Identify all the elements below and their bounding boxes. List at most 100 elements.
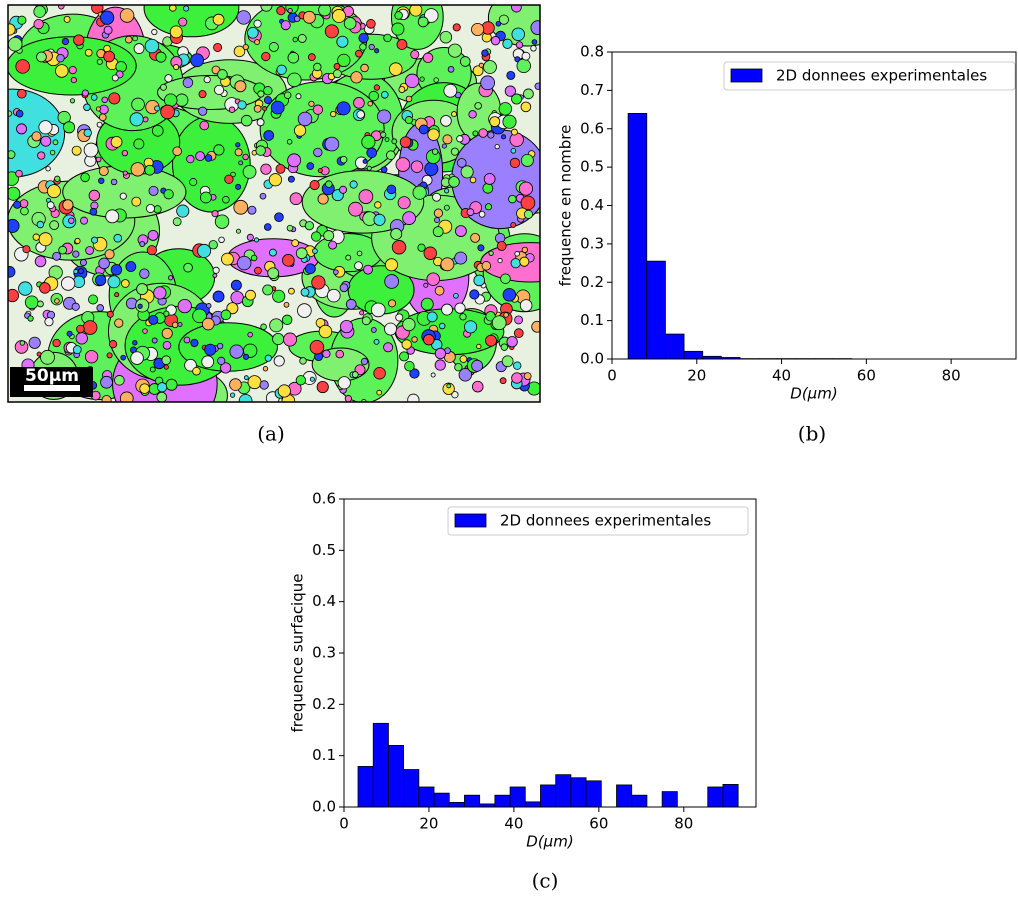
grain	[388, 299, 397, 308]
grain	[494, 143, 500, 150]
grain	[253, 19, 262, 28]
grain	[287, 153, 302, 168]
grain	[482, 182, 494, 194]
grain	[148, 314, 159, 325]
grain	[376, 389, 383, 396]
grain	[446, 383, 452, 389]
grain	[441, 303, 453, 316]
grain	[473, 274, 486, 287]
grain	[510, 258, 521, 269]
grain	[519, 256, 530, 267]
grain	[487, 131, 495, 139]
grain	[142, 328, 148, 334]
grain	[34, 255, 47, 268]
grain	[106, 352, 113, 359]
bar	[555, 774, 572, 808]
grain	[192, 308, 207, 324]
grain	[61, 37, 70, 46]
grain	[327, 288, 341, 303]
grain	[438, 322, 446, 330]
grain	[22, 245, 31, 254]
grain	[72, 345, 82, 355]
grain	[299, 357, 307, 365]
bar	[388, 745, 405, 808]
grain	[433, 208, 444, 218]
grain	[145, 203, 156, 213]
grain	[20, 206, 29, 216]
grain	[389, 62, 403, 76]
grain	[164, 74, 173, 83]
grain	[68, 65, 77, 75]
grain	[100, 375, 113, 389]
grain	[262, 284, 274, 296]
grain	[317, 193, 329, 205]
grain	[410, 49, 420, 60]
grain	[270, 100, 285, 115]
grain	[523, 88, 534, 100]
grain	[418, 124, 429, 135]
grain	[206, 303, 212, 309]
grain	[289, 192, 303, 206]
grain	[36, 51, 47, 63]
grain	[332, 9, 346, 23]
grain	[154, 105, 161, 112]
grain	[509, 132, 524, 147]
grain	[295, 247, 308, 260]
grain	[261, 51, 271, 62]
bar	[646, 260, 666, 360]
grain	[204, 154, 213, 162]
grain	[391, 138, 398, 145]
grain	[366, 19, 376, 29]
grain	[363, 264, 373, 275]
grain	[96, 58, 103, 65]
grain	[495, 20, 502, 27]
grain	[242, 44, 249, 51]
grain	[345, 298, 357, 310]
x-tick-label: 60	[589, 815, 608, 833]
grain	[75, 332, 88, 345]
grain	[377, 109, 392, 124]
bar	[627, 113, 648, 360]
grain	[119, 192, 127, 200]
grain	[83, 128, 92, 138]
grain	[236, 10, 251, 25]
grain	[125, 261, 137, 272]
grain	[153, 286, 167, 300]
grain	[133, 138, 145, 150]
grain	[90, 94, 98, 101]
grain	[354, 261, 363, 271]
grain	[351, 371, 359, 378]
grain	[404, 360, 415, 372]
grain	[49, 220, 60, 231]
legend-swatch	[454, 513, 487, 528]
y-tick-label: 0.0	[580, 350, 604, 368]
grain	[31, 131, 42, 142]
grain	[263, 86, 273, 96]
x-tick-label: 0	[339, 815, 349, 833]
grain	[276, 6, 286, 16]
grain	[330, 110, 337, 118]
grain	[476, 343, 482, 350]
grain	[82, 320, 98, 335]
grain	[325, 180, 333, 188]
grain	[361, 316, 371, 326]
grain	[224, 174, 234, 184]
grain	[402, 211, 416, 225]
grain	[253, 104, 262, 113]
grain	[402, 317, 416, 332]
x-tick-label: 80	[942, 367, 961, 385]
grain	[238, 160, 244, 166]
grain	[72, 250, 80, 258]
bar	[448, 801, 465, 808]
grain	[254, 266, 262, 275]
grain	[404, 116, 413, 125]
grain	[395, 157, 411, 172]
grain	[163, 364, 169, 370]
grain	[514, 56, 521, 63]
grain	[95, 274, 107, 286]
grain	[151, 28, 158, 36]
grain	[229, 392, 236, 398]
grain	[69, 98, 76, 104]
grain	[8, 266, 16, 278]
